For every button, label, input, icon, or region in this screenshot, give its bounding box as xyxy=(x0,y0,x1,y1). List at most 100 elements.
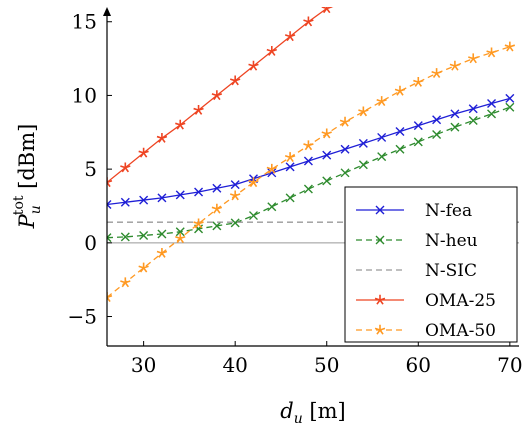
x-axis-label: du [m] xyxy=(280,399,345,427)
data-point-oma-25 xyxy=(321,7,332,14)
data-point-n-fea xyxy=(432,115,442,125)
data-point-oma-25 xyxy=(107,177,113,188)
data-point-n-heu xyxy=(505,102,515,112)
data-point-oma-50 xyxy=(431,68,442,79)
data-point-oma-25 xyxy=(175,119,186,130)
data-point-oma-50 xyxy=(107,292,113,303)
data-point-oma-50 xyxy=(284,152,296,163)
data-point-oma-25 xyxy=(266,46,277,56)
data-point-n-fea xyxy=(230,180,240,190)
data-point-n-heu xyxy=(487,109,497,119)
data-point-oma-50 xyxy=(321,128,332,139)
data-point-n-heu xyxy=(107,233,112,243)
y-tick-label: 15 xyxy=(72,10,97,34)
data-point-n-fea xyxy=(468,104,478,114)
data-point-oma-25 xyxy=(156,132,168,143)
legend-box xyxy=(344,186,518,343)
data-point-n-fea xyxy=(139,195,149,205)
series-oma-50 xyxy=(107,41,516,303)
data-point-oma-50 xyxy=(504,41,516,52)
data-point-oma-50 xyxy=(248,177,259,188)
data-point-n-fea xyxy=(285,162,295,172)
data-point-n-heu xyxy=(267,202,277,212)
data-point-n-fea xyxy=(322,150,332,160)
x-tick-label: 60 xyxy=(406,353,431,377)
legend-label: N-heu xyxy=(425,231,478,251)
data-point-n-fea xyxy=(267,168,277,178)
data-point-n-heu xyxy=(377,152,387,162)
y-axis-label: Putot [dBm] xyxy=(11,124,44,230)
legend-label: OMA-25 xyxy=(425,291,496,311)
data-point-n-fea xyxy=(120,197,130,207)
data-point-oma-50 xyxy=(468,53,479,64)
legend-marker-icon xyxy=(374,294,386,305)
series-n-heu xyxy=(107,102,515,243)
data-point-n-fea xyxy=(358,138,368,148)
data-point-n-fea xyxy=(340,144,350,154)
x-tick-label: 70 xyxy=(497,353,522,377)
data-point-oma-25 xyxy=(138,147,149,158)
legend-marker-icon xyxy=(374,324,386,335)
data-point-n-heu xyxy=(468,115,478,125)
data-point-n-fea xyxy=(395,127,405,137)
series-line-n-heu xyxy=(107,106,511,239)
data-point-n-heu xyxy=(139,230,149,240)
x-tick-label: 30 xyxy=(131,353,156,377)
data-point-oma-25 xyxy=(229,75,241,86)
legend-item-oma-25: OMA-25 xyxy=(356,291,496,311)
y-tick-label: 5 xyxy=(84,157,97,181)
tick-labels: 30 40 50 60 70 −5 0 5 10 15 xyxy=(68,10,522,377)
data-point-oma-25 xyxy=(284,31,296,42)
series-line-oma-25 xyxy=(107,7,334,184)
data-point-oma-50 xyxy=(303,140,314,151)
legend-item-n-sic: N-SIC xyxy=(356,261,477,281)
data-point-n-fea xyxy=(175,190,185,200)
data-point-n-fea xyxy=(413,121,423,131)
legend-label: N-SIC xyxy=(425,261,477,281)
legend-label: N-fea xyxy=(425,201,472,221)
data-point-n-fea xyxy=(107,200,112,209)
data-point-oma-50 xyxy=(413,76,424,87)
data-point-n-fea xyxy=(194,187,204,197)
series-n-fea xyxy=(107,93,515,209)
data-point-oma-50 xyxy=(138,262,149,273)
data-point-n-heu xyxy=(450,122,460,132)
data-point-oma-50 xyxy=(156,247,168,258)
data-point-oma-50 xyxy=(175,233,186,244)
legend-marker-icon xyxy=(375,205,385,215)
data-point-n-heu xyxy=(413,137,423,147)
data-point-n-heu xyxy=(340,168,350,178)
data-point-n-heu xyxy=(358,160,368,170)
data-point-n-heu xyxy=(212,221,222,231)
data-point-n-heu xyxy=(322,176,332,186)
data-point-oma-50 xyxy=(449,60,461,71)
data-point-n-heu xyxy=(395,144,405,154)
data-point-oma-25 xyxy=(303,16,314,27)
data-point-oma-50 xyxy=(358,106,369,117)
data-point-n-heu xyxy=(432,129,442,139)
y-tick-label: −5 xyxy=(68,305,97,329)
data-point-oma-50 xyxy=(339,116,351,127)
data-point-n-fea xyxy=(157,193,167,203)
data-point-oma-25 xyxy=(248,60,259,71)
y-tick-label: 0 xyxy=(84,231,97,255)
data-point-n-heu xyxy=(303,184,313,194)
data-point-oma-50 xyxy=(486,47,497,58)
data-point-oma-50 xyxy=(193,218,204,229)
data-point-oma-50 xyxy=(229,190,241,201)
data-point-n-fea xyxy=(487,99,497,109)
data-point-n-heu xyxy=(175,227,185,237)
series-oma-25 xyxy=(107,7,334,188)
data-point-oma-50 xyxy=(394,85,406,96)
legend-item-n-fea: N-fea xyxy=(356,201,472,221)
data-point-n-fea xyxy=(377,132,387,142)
y-axis-arrow-icon xyxy=(103,7,111,16)
data-point-n-fea xyxy=(505,93,515,103)
legend-marker-icon xyxy=(375,235,385,245)
data-point-n-heu xyxy=(120,232,130,242)
data-point-oma-50 xyxy=(376,96,387,107)
data-point-n-heu xyxy=(285,193,295,203)
legend-item-n-heu: N-heu xyxy=(356,231,478,251)
data-point-n-heu xyxy=(248,211,258,221)
